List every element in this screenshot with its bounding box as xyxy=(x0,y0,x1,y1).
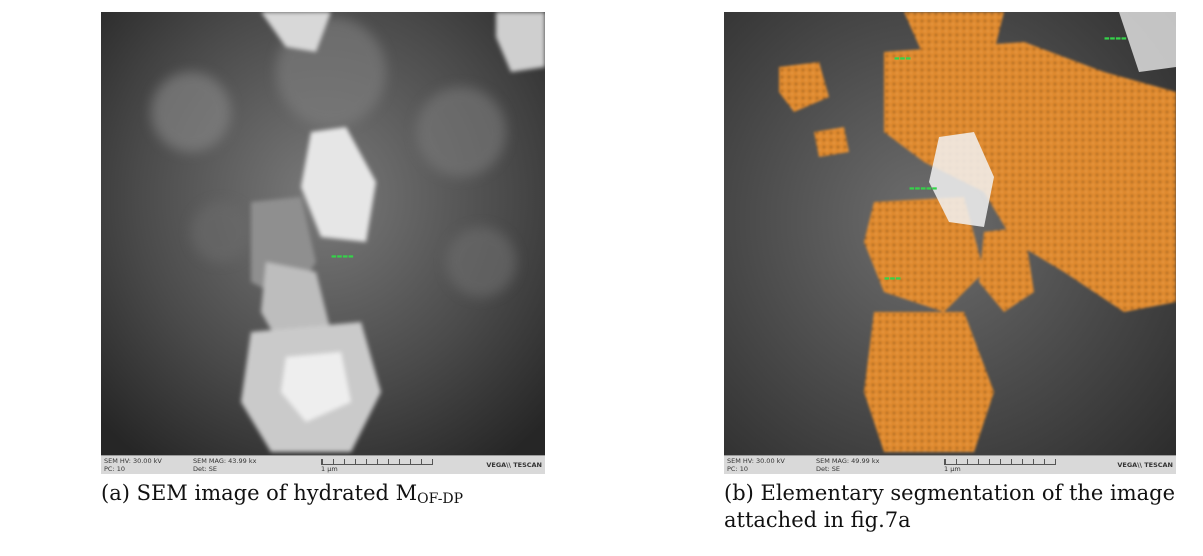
svg-text:▬▬▬: ▬▬▬ xyxy=(894,55,911,62)
det-readout: Det: SE xyxy=(193,465,218,473)
caption-a-subscript: OF-DP xyxy=(417,491,464,507)
hv-readout: SEM HV: 30.00 kV xyxy=(727,457,785,465)
vendor-brand: VEGA\\ TESCAN xyxy=(1117,461,1173,469)
scale-label: 1 µm xyxy=(321,465,338,473)
sem-infobar-b: SEM HV: 30.00 kV PC: 10 SEM MAG: 49.99 k… xyxy=(724,455,1176,474)
pc-readout: PC: 10 xyxy=(104,465,125,473)
det-readout: Det: SE xyxy=(816,465,841,473)
figure-panel-a: ▬▬▬▬ SEM HV: 30.00 kV PC: 10 SEM MAG: 43… xyxy=(0,0,600,556)
sem-micrograph: ▬▬▬▬ xyxy=(101,12,545,474)
caption-b-label: (b) Elementary segmentation of the image… xyxy=(724,481,1176,532)
svg-text:▬▬▬▬▬: ▬▬▬▬▬ xyxy=(909,185,938,192)
scale-label: 1 µm xyxy=(944,465,961,473)
segmentation-overlay-image: ▬▬▬ ▬▬▬▬ ▬▬▬▬▬ ▬▬▬ xyxy=(724,12,1176,474)
mag-readout: SEM MAG: 43.99 kx xyxy=(193,457,257,465)
scale-bar xyxy=(321,459,433,465)
svg-text:▬▬▬▬: ▬▬▬▬ xyxy=(331,253,354,260)
sem-infobar-a: SEM HV: 30.00 kV PC: 10 SEM MAG: 43.99 k… xyxy=(101,455,545,474)
sem-image-a: ▬▬▬▬ SEM HV: 30.00 kV PC: 10 SEM MAG: 43… xyxy=(101,12,545,474)
figure-panel-b: ▬▬▬ ▬▬▬▬ ▬▬▬▬▬ ▬▬▬ SEM HV: 30.00 kV PC: … xyxy=(600,0,1203,556)
caption-b: (b) Elementary segmentation of the image… xyxy=(724,480,1203,540)
caption-a-label: (a) SEM image of hydrated M xyxy=(101,481,418,505)
svg-text:▬▬▬: ▬▬▬ xyxy=(884,275,901,282)
pc-readout: PC: 10 xyxy=(727,465,748,473)
svg-text:▬▬▬▬: ▬▬▬▬ xyxy=(1104,35,1127,42)
hv-readout: SEM HV: 30.00 kV xyxy=(104,457,162,465)
sem-image-b: ▬▬▬ ▬▬▬▬ ▬▬▬▬▬ ▬▬▬ SEM HV: 30.00 kV PC: … xyxy=(724,12,1176,474)
mag-readout: SEM MAG: 49.99 kx xyxy=(816,457,880,465)
scale-bar xyxy=(944,459,1056,465)
caption-a: (a) SEM image of hydrated MOF-DP xyxy=(101,480,571,513)
vendor-brand: VEGA\\ TESCAN xyxy=(486,461,542,469)
